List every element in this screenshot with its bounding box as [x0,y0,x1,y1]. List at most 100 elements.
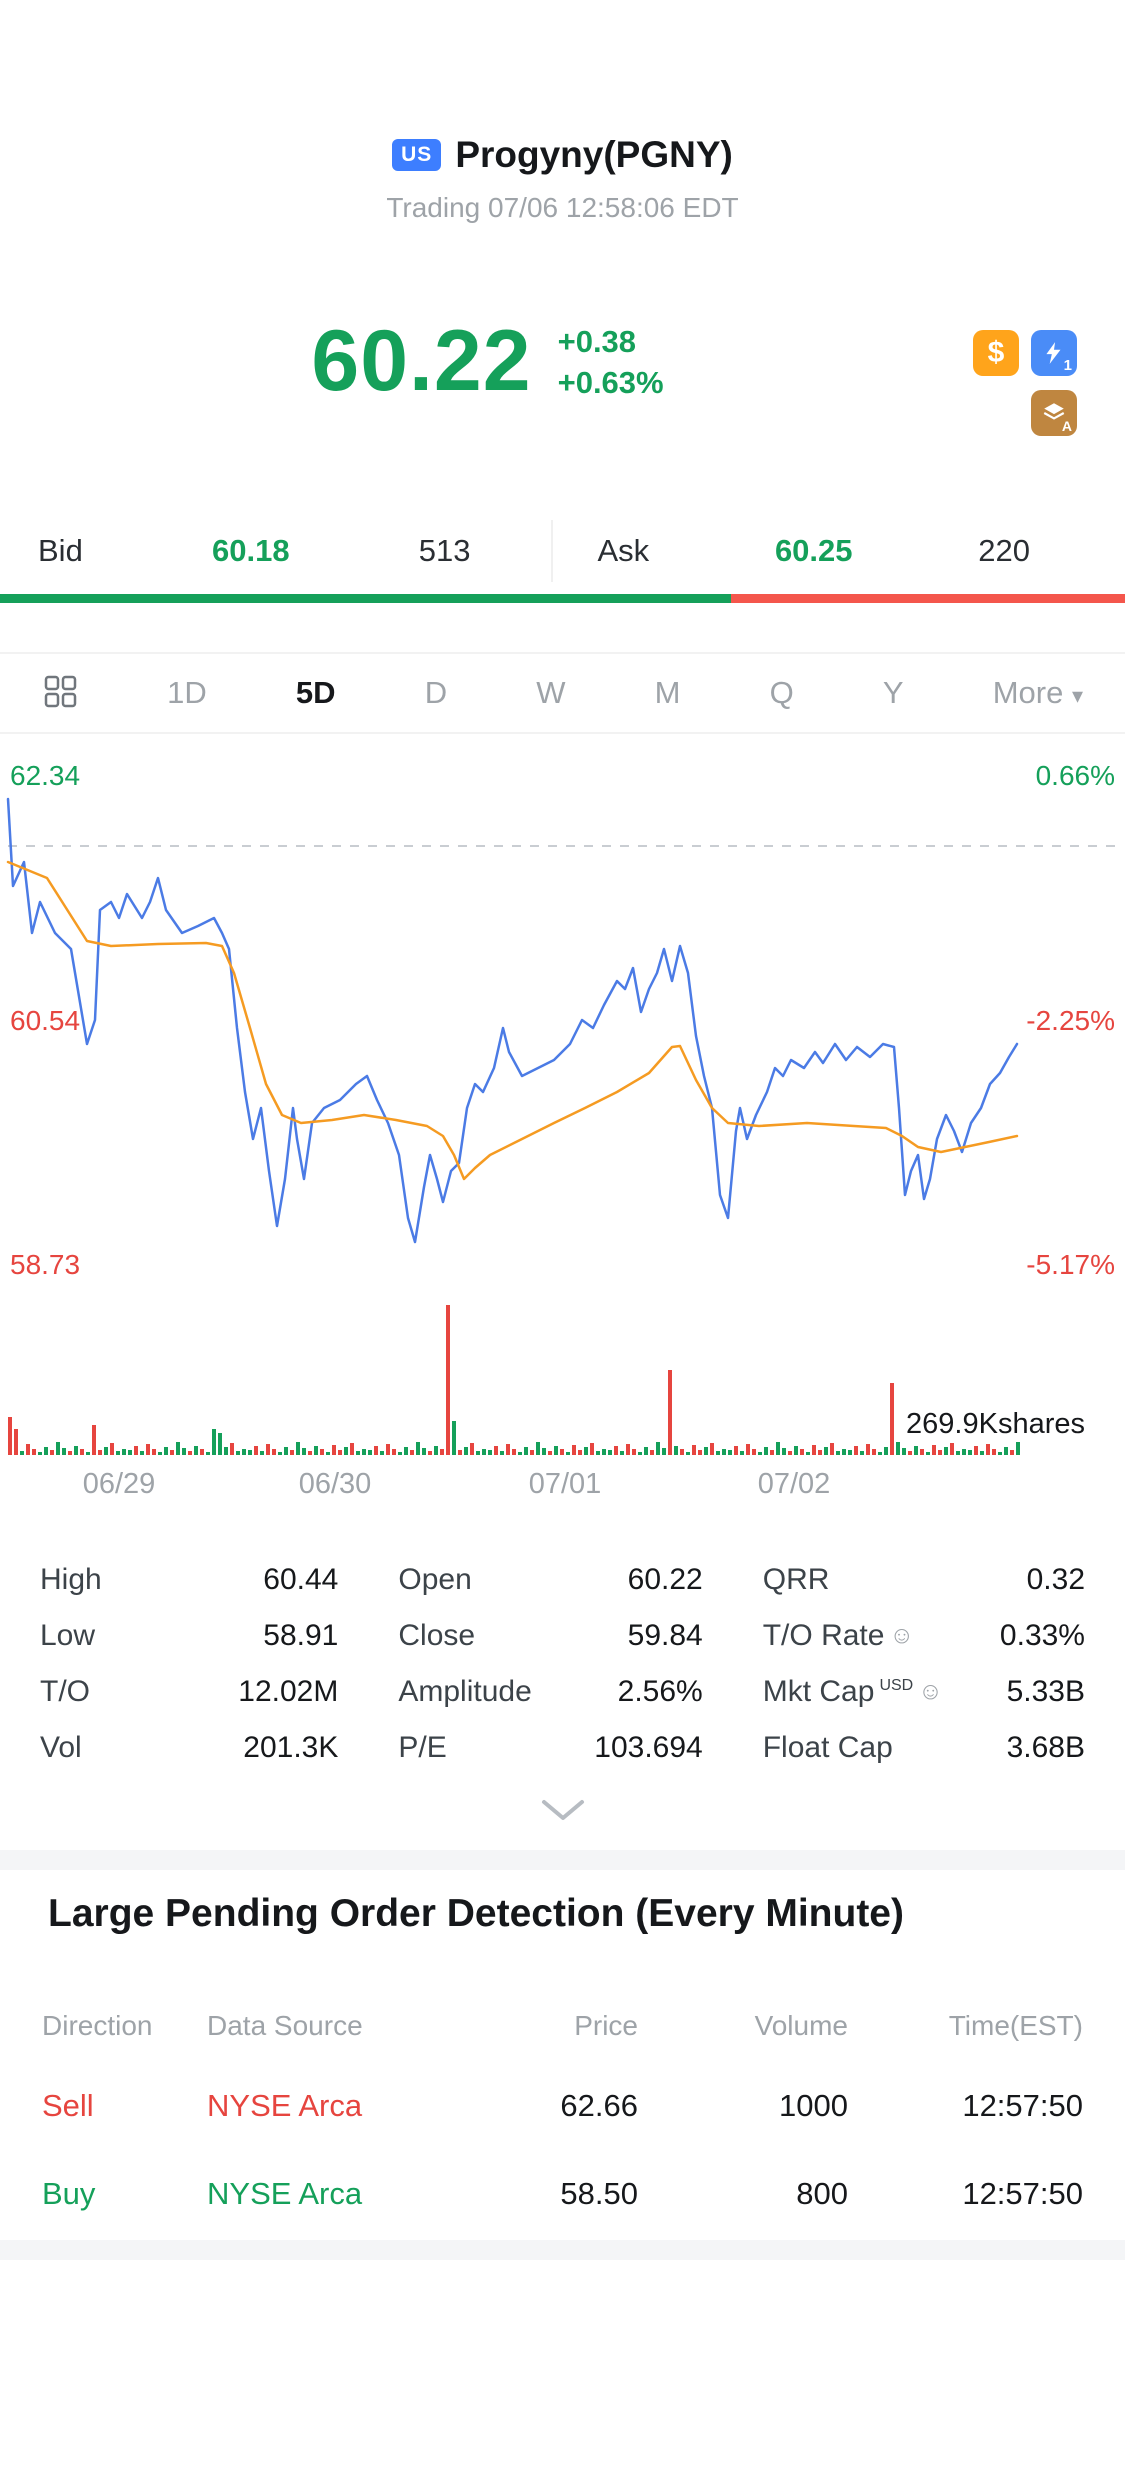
expand-stats-button[interactable] [540,1798,586,1827]
order-price: 58.50 [560,2176,638,2211]
stock-title: Progyny(PGNY) [455,134,733,175]
stat-label: Open [398,1563,472,1596]
volume-bar [566,1452,570,1455]
volume-bar [410,1450,414,1455]
tab-y[interactable]: Y [882,675,904,710]
stat-value: 58.91 [263,1619,339,1652]
stat-high: High 60.44 [40,1552,338,1608]
volume-bar [464,1447,468,1455]
orders-table-header: Direction Data Source Price Volume Time(EST) [42,1996,1083,2056]
volume-bar [476,1451,480,1455]
tab-q[interactable]: Q [769,675,794,710]
bid-block[interactable]: Bid 60.18 513 [0,520,551,582]
volume-bar [536,1442,540,1455]
volume-bar [794,1446,798,1455]
info-icon[interactable]: ☺ [889,1622,914,1649]
order-source: NYSE Arca [207,2088,363,2123]
volume-bar [452,1421,456,1455]
volume-bar [866,1444,870,1455]
stat-amplitude: Amplitude 2.56% [398,1664,702,1720]
date-axis-label: 07/01 [528,1468,602,1500]
bid-ask-ratio-bar [0,594,1125,603]
stats-grid: High 60.44 Open 60.22 QRR 0.32 Low 58.91 Close 59… [40,1552,1085,1776]
ask-block[interactable]: Ask 60.25 220 [550,520,1125,582]
volume-bar [386,1444,390,1455]
stat-value: 3.68B [1006,1731,1085,1764]
stat-t-o-rate[interactable]: T/O Rate ☺ 0.33% [763,1608,1085,1664]
volume-bar [98,1450,102,1455]
order-volume: 800 [796,2176,848,2211]
volume-bar [176,1442,180,1455]
order-direction: Sell [42,2088,94,2123]
volume-bar [92,1425,96,1455]
order-direction: Buy [42,2176,96,2211]
stat-mkt-cap[interactable]: Mkt Cap USD ☺ 5.33B [763,1664,1085,1720]
volume-bar [236,1451,240,1455]
volume-bar [500,1451,504,1455]
ask-price: 60.25 [774,533,853,568]
stat-label: Low [40,1619,96,1652]
volume-bar [974,1446,978,1455]
tab-more[interactable]: More ▾ [992,675,1083,710]
volume-bar [908,1451,912,1455]
volume-bar [860,1451,864,1455]
volume-bar [20,1451,24,1455]
volume-bar [872,1449,876,1455]
cash-dollar-icon[interactable]: $ [973,330,1019,376]
volume-bar [128,1450,132,1455]
tab-5d[interactable]: 5D [295,675,336,710]
volume-bar [782,1448,786,1455]
stat-low: Low 58.91 [40,1608,338,1664]
stat-vol: Vol 201.3K [40,1720,338,1776]
flash-order-icon[interactable]: 1 [1031,330,1077,376]
order-row-sell[interactable]: Sell NYSE Arca 62.66 1000 12:57:50 [42,2076,1083,2136]
volume-bar [926,1452,930,1455]
volume-bar [806,1452,810,1455]
price-axis-label: 58.73 [10,1249,81,1280]
info-icon[interactable]: ☺ [918,1678,943,1705]
volume-bar [896,1442,900,1455]
volume-bar [344,1447,348,1455]
volume-bar [800,1449,804,1455]
order-col-data-source: Data Source [207,2010,363,2041]
volume-bar [764,1447,768,1455]
volume-bar [350,1443,354,1455]
volume-bar [740,1451,744,1455]
stat-value: 60.22 [627,1563,703,1596]
volume-bar [446,1305,450,1455]
percent-axis-label: -2.25% [1026,1005,1115,1036]
volume-bar [392,1449,396,1455]
tab-w[interactable]: W [536,675,566,710]
volume-bar [572,1445,576,1455]
tab-d[interactable]: D [424,675,448,710]
volume-bar [956,1451,960,1455]
volume-bar [962,1449,966,1455]
volume-bar [692,1445,696,1455]
stat-label: Amplitude [398,1675,532,1708]
volume-bar [512,1449,516,1455]
price-axis-label: 60.54 [10,1005,81,1036]
volume-bar [884,1447,888,1455]
volume-bar [182,1448,186,1455]
stat-p-e: P/E 103.694 [398,1720,702,1776]
volume-bar [104,1447,108,1455]
volume-bar [284,1447,288,1455]
layers-icon [1043,403,1065,420]
price-axis-label: 62.34 [10,760,81,791]
volume-bar [554,1446,558,1455]
depth-layers-icon[interactable]: A [1031,390,1077,436]
layers-letter: A [1061,418,1072,434]
volume-bar [266,1444,270,1455]
volume-bar [356,1451,360,1455]
volume-bar [854,1446,858,1455]
tab-m[interactable]: M [654,675,681,710]
volume-bar [338,1450,342,1455]
chart-type-grid-icon[interactable] [42,673,78,714]
price-chart[interactable] [0,743,1125,1460]
promo-banner[interactable]: TIGER BROKERS Scan the QR code to get a … [0,2260,1125,2482]
order-row-buy[interactable]: Buy NYSE Arca 58.50 800 12:57:50 [42,2164,1083,2224]
date-axis-label: 07/02 [757,1468,831,1500]
volume-bar [170,1450,174,1455]
bid-ask-row: Bid 60.18 513 Ask 60.25 220 [0,520,1125,582]
tab-1d[interactable]: 1D [167,675,207,710]
